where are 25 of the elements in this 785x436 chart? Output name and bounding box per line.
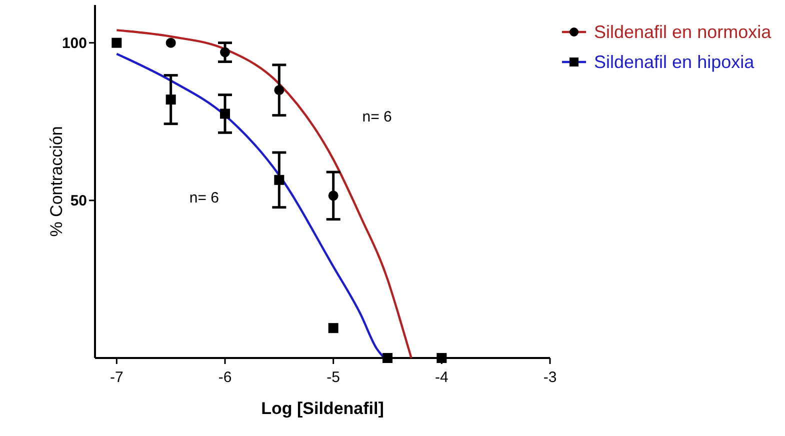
- point: [436, 353, 447, 363]
- x-tick-label: -5: [326, 369, 340, 386]
- point: [328, 323, 338, 334]
- y-axis-title: % Contracción: [47, 126, 66, 237]
- x-tick-label: -6: [218, 369, 232, 386]
- point: [382, 353, 392, 363]
- point: [220, 47, 230, 58]
- point: [112, 38, 122, 48]
- legend-label: Sildenafil en hipoxia: [594, 52, 756, 72]
- x-tick-label: -4: [434, 369, 448, 386]
- x-tick-label: -7: [110, 369, 124, 386]
- x-tick-label: -3: [543, 369, 557, 386]
- point: [274, 85, 284, 96]
- point: [274, 174, 284, 185]
- line-series: [116, 29, 412, 360]
- point: [166, 94, 176, 105]
- point: [328, 190, 338, 201]
- y-tick-label: 50: [70, 192, 87, 210]
- point: [166, 38, 176, 48]
- y-tick-label: 100: [62, 34, 87, 52]
- annotation: n= 6: [362, 108, 392, 126]
- annotation: n= 6: [189, 190, 220, 207]
- legend-label: Sildenafil en normoxia: [594, 22, 772, 42]
- x-axis-title: Log [Sildenafil]: [261, 399, 384, 418]
- point: [220, 108, 230, 119]
